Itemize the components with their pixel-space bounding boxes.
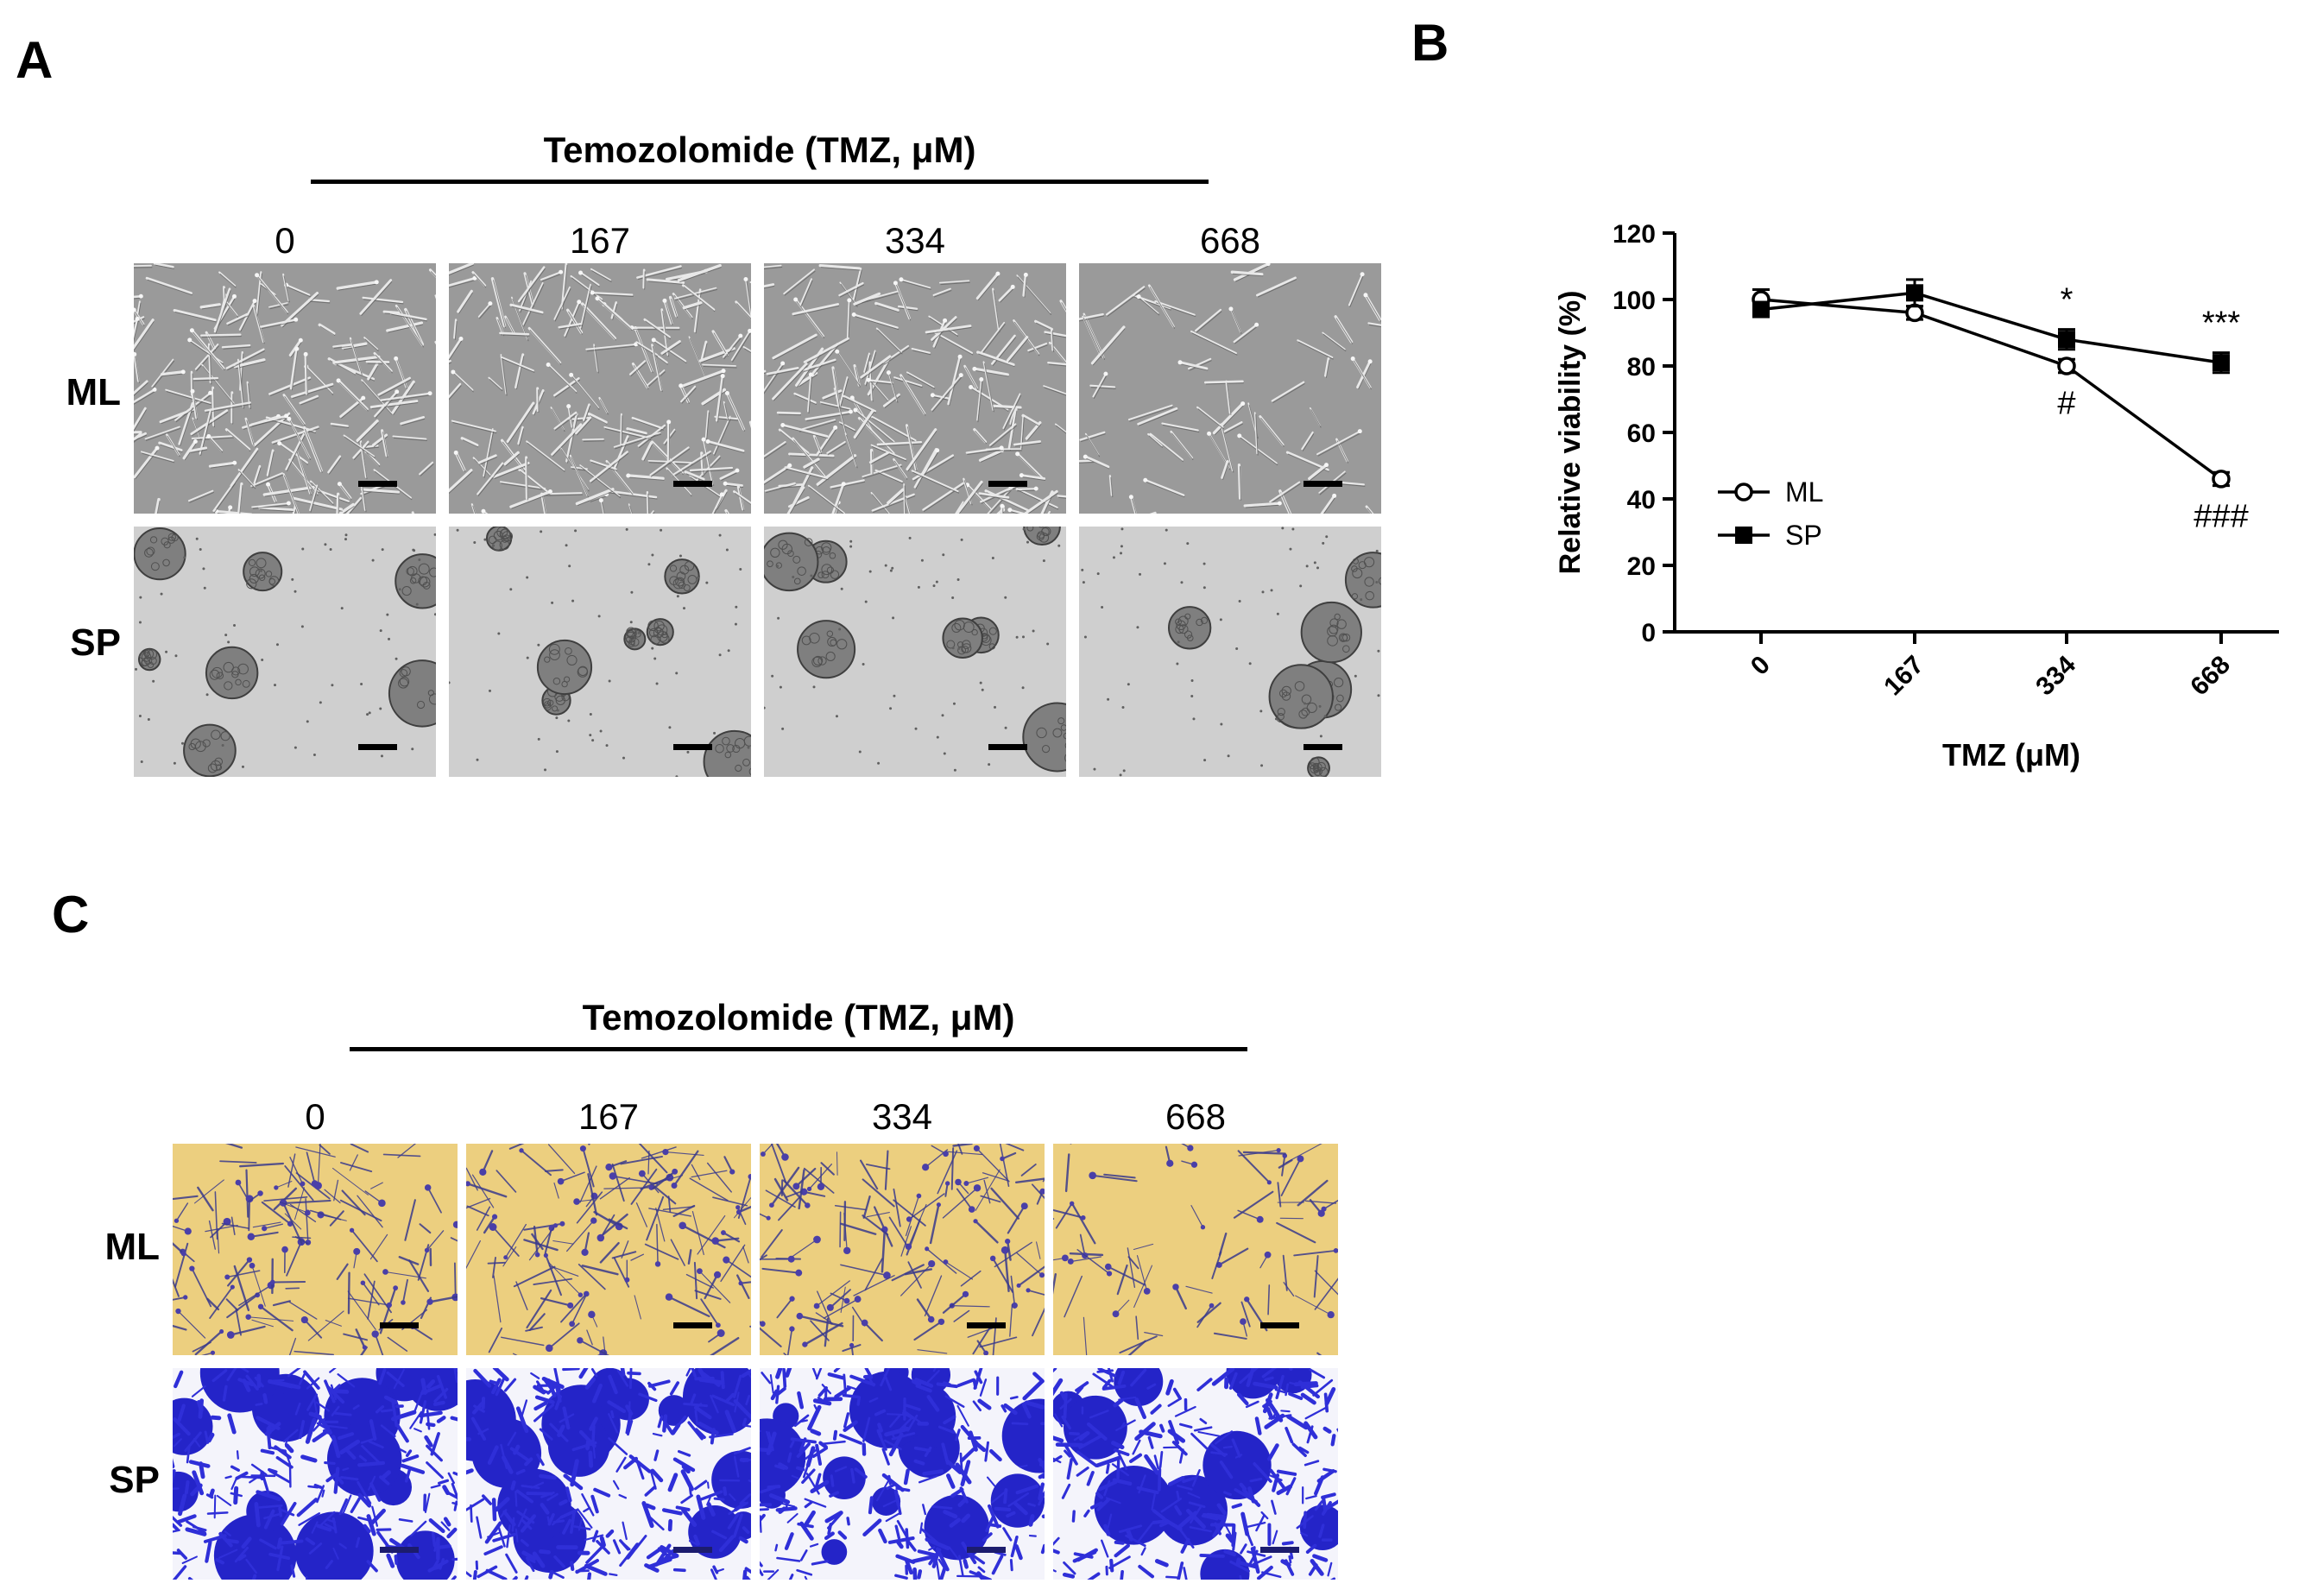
data-point-sp [1906,284,1923,302]
panel-b-letter: B [1411,14,1449,72]
data-point-sp [2058,331,2075,349]
data-point-sp [2212,354,2230,372]
panel-c-dose-167: 167 [578,1096,640,1137]
scale-bar [967,1322,1006,1328]
scale-bar [1260,1547,1299,1553]
y-tick-label: 60 [1627,420,1656,448]
x-tick-label: 334 [2030,650,2081,701]
scale-bar [967,1547,1006,1553]
x-tick-label: 668 [2185,651,2236,702]
panel-c-dose-334: 334 [871,1096,933,1137]
scale-bar [673,481,712,487]
chart-axes: 0 20 40 60 80 100 120 0 167 334 668 TMZ (μM) Relativ… [1554,220,2279,773]
panel-a-row-label-ml: ML [66,371,121,413]
y-tick-label: 120 [1613,220,1656,249]
legend-marker-sp [1735,527,1752,544]
panel-a-dose-668: 668 [1199,220,1261,261]
legend-label: SP [1785,520,1822,551]
legend-marker-ml [1734,483,1753,502]
series-line-ml [1760,298,2223,481]
y-tick-label: 100 [1613,287,1656,315]
x-tick-label: 0 [1745,651,1776,681]
panel-c-row-label-sp: SP [109,1459,160,1501]
panel-a-row-label-sp: SP [70,621,121,664]
panel-a-dose-167: 167 [569,220,631,261]
significance-mark: *** [2202,306,2241,342]
panel-c-letter: C [52,886,90,943]
scale-bar [380,1547,419,1553]
scale-bar [358,481,397,487]
panel-c-ml-image [466,1144,751,1355]
y-tick-label: 80 [1627,353,1656,382]
y-tick-label: 20 [1627,552,1656,581]
scale-bar [673,1322,712,1328]
panel-a-dose-334: 334 [884,220,946,261]
scale-bar [988,744,1027,750]
significance-mark: # [2057,386,2075,422]
panel-a-sp-image [134,527,436,777]
scale-bar [1303,744,1342,750]
data-point-ml [2057,356,2076,375]
y-axis-title: Relative viability (%) [1554,291,1587,575]
scale-bar [1303,481,1342,487]
panel-c-ml-image [760,1144,1045,1355]
panel-a-ml-image [764,263,1066,514]
chart-legend: ML SP [1718,476,1823,551]
panel-c-sp-image [466,1368,751,1580]
significance-mark: ### [2194,499,2248,535]
panel-c-ml-image [173,1144,458,1355]
panel-c-title-underline [350,1047,1247,1051]
panel-c-dose-0: 0 [305,1096,325,1137]
panel-a-ml-image [1079,263,1381,514]
viability-chart: 0 20 40 60 80 100 120 0 167 334 668 TMZ (μM) Relativ… [1554,220,2279,773]
scale-bar [358,744,397,750]
panel-c-sp-image [760,1368,1045,1580]
panel-a-drug-title: Temozolomide (TMZ, μM) [543,129,976,170]
panel-a-dose-0: 0 [275,220,295,261]
y-tick-label: 0 [1641,619,1656,647]
panel-a-sp-image [1079,527,1381,777]
panel-c-row-label-ml: ML [104,1226,160,1268]
scale-bar [673,1547,712,1553]
chart-series [1752,278,2231,489]
scale-bar [673,744,712,750]
panel-a-letter: A [16,31,54,89]
scale-bar [1260,1322,1299,1328]
panel-c-sp-image [1053,1368,1338,1580]
panel-c-ml-image [1053,1144,1338,1355]
legend-label: ML [1785,476,1823,508]
chart-annotations: * # *** ### [2057,282,2248,535]
y-tick-label: 40 [1627,486,1656,514]
scale-bar [380,1322,419,1328]
panel-c-drug-title: Temozolomide (TMZ, μM) [582,997,1015,1038]
panel-a-sp-image [449,527,751,777]
panel-a-sp-image [764,527,1066,777]
panel-a-ml-image [134,263,436,514]
data-point-ml [2212,470,2231,489]
scale-bar [988,481,1027,487]
panel-c-sp-image [173,1368,458,1580]
significance-mark: * [2061,282,2074,319]
series-line-sp [1760,291,2222,364]
panel-c-dose-668: 668 [1165,1096,1227,1137]
panel-a-title-underline [311,180,1209,184]
x-tick-label: 167 [1878,651,1929,702]
x-axis-title: TMZ (μM) [1942,737,2080,773]
data-point-sp [1752,300,1770,319]
panel-a-ml-image [449,263,751,514]
